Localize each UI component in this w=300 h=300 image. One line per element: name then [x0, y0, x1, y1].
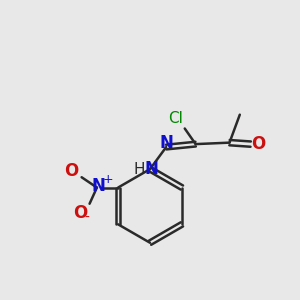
Text: O: O: [73, 204, 87, 222]
Text: N: N: [92, 177, 105, 195]
Text: O: O: [251, 135, 265, 153]
Text: H: H: [133, 162, 145, 177]
Text: Cl: Cl: [169, 111, 183, 126]
Text: N: N: [145, 160, 158, 178]
Text: +: +: [103, 173, 113, 186]
Text: -: -: [84, 211, 89, 225]
Text: N: N: [159, 134, 173, 152]
Text: O: O: [64, 162, 78, 180]
